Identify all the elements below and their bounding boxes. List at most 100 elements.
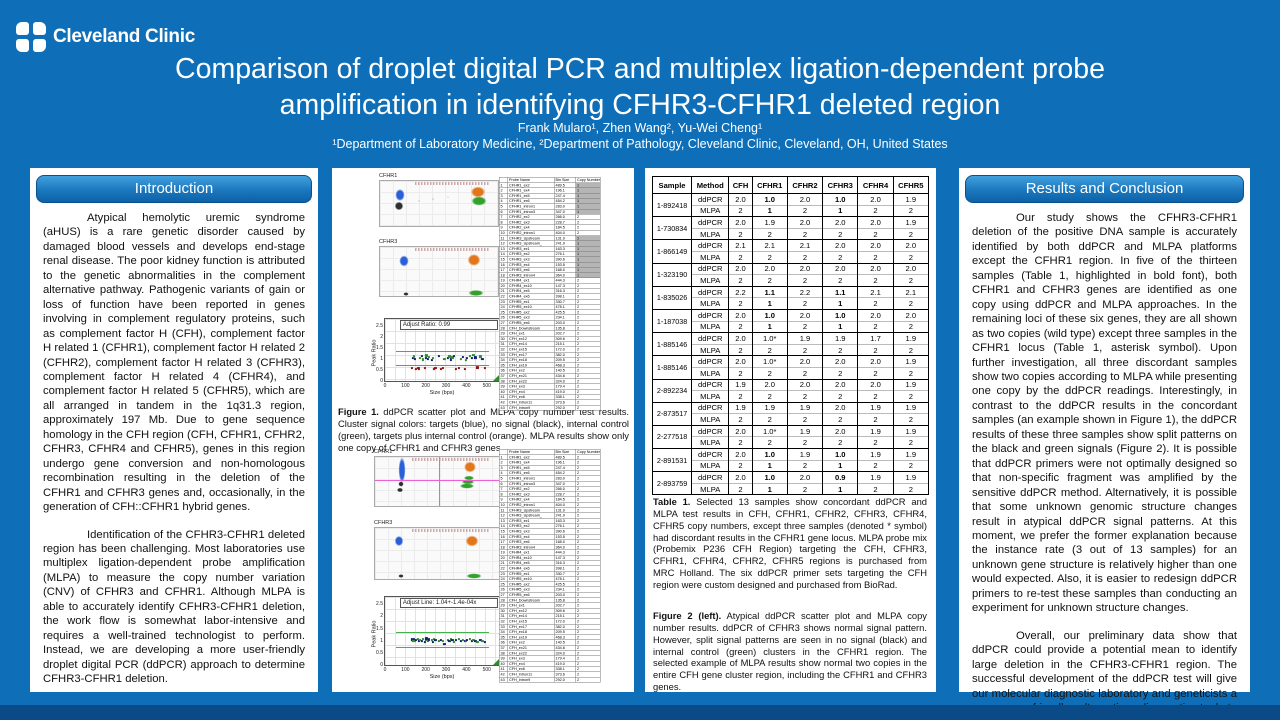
y-axis-tick: 0.5 — [376, 649, 383, 656]
method-cell: ddPCR — [691, 448, 730, 461]
value-cell: 1.0* — [751, 424, 788, 437]
mlpa-point — [454, 368, 457, 371]
ddpcr-cluster — [417, 199, 420, 202]
value-cell: 2 — [857, 204, 894, 217]
value-cell: 1.9 — [857, 471, 894, 484]
value-cell: 2 — [751, 250, 788, 264]
table1-header-cell: Method — [691, 176, 730, 194]
probe-table-row: 19 CFHR4_ex1 444.3 2 — [499, 277, 601, 284]
value-cell: 2.0 — [786, 355, 824, 368]
table-row-ddpcr: 1-323190 ddPCR 2.0 2.0 2.0 2.0 2.0 2.0 — [651, 262, 930, 287]
probe-table-row: 13 CFHR3_ex1 163.3 1 — [499, 245, 601, 252]
probe-table-row: 10 CFHR2_intron1 404.0 2 — [499, 501, 601, 508]
table-row-mlpa: MLPA 2 1 2 1 2 2 — [653, 482, 930, 495]
value-cell: 2 — [892, 274, 930, 287]
value-cell: 2.0 — [728, 308, 753, 322]
table-row-ddpcr: 1-866149 ddPCR 2.1 2.1 2.1 2.0 2.0 2.0 — [651, 239, 930, 264]
value-cell: 2 — [786, 390, 824, 403]
probe-table-row: 38 CFH_ex22 324.0 2 — [499, 378, 601, 385]
mlpa-point — [427, 638, 430, 641]
introduction-paragraph-1: Atypical hemolytic uremic syndrome (aHUS… — [43, 212, 305, 514]
value-cell: 1.9 — [892, 424, 930, 437]
mlpa-point — [441, 639, 444, 642]
method-cell: MLPA — [691, 320, 730, 333]
value-cell: 2 — [751, 227, 788, 240]
method-cell: ddPCR — [691, 332, 730, 345]
table1-caption-lead: Table 1. — [653, 496, 691, 507]
value-cell: 2 — [857, 366, 894, 379]
probe-table-row: 20 CFHR4_ex10 147.3 2 — [499, 282, 601, 289]
cluster-stats-strip — [415, 248, 489, 251]
value-cell: 2 — [786, 366, 824, 379]
mlpa-point — [418, 356, 422, 359]
value-cell: 1 — [751, 297, 788, 310]
mlpa-point — [466, 356, 469, 359]
mlpa-point — [443, 642, 446, 645]
value-cell: 2 — [751, 413, 788, 426]
reference-line — [396, 351, 489, 353]
value-cell: 2 — [822, 274, 859, 287]
reference-line — [396, 647, 489, 648]
sample-id-cell: 2-892234 — [651, 378, 693, 403]
mlpa-point — [463, 639, 466, 642]
table-row-ddpcr: 2-893759 ddPCR 2.0 1.0 2.0 0.9 1.9 1.9 — [651, 471, 930, 495]
ddpcr-cluster — [393, 534, 404, 547]
value-cell: 1.9 — [751, 216, 788, 229]
value-cell: 1.9 — [857, 424, 894, 437]
mlpa-point — [459, 639, 463, 643]
table-row-ddpcr: 1-187038 ddPCR 2.0 1.0 2.0 1.0 2.0 2.0 — [651, 308, 930, 333]
mlpa-point — [410, 638, 413, 641]
mlpa-point — [431, 640, 434, 644]
figure2-probe-table: Probe Name Bin Size Copy Number 1 CFHR1_ex2 4… — [499, 449, 601, 683]
value-cell: 2.0 — [822, 401, 859, 414]
table-row-mlpa: MLPA 2 2 2 2 2 2 — [653, 343, 930, 356]
probe-table-row: 32 CFH_ex15 172.0 2 — [499, 346, 601, 353]
probe-table-row: 23 CFHR5_ex1 330.7 2 — [499, 570, 601, 577]
value-cell: 2 — [857, 459, 894, 472]
probe-table-row: 33 CFH_ex17 382.0 2 — [499, 623, 601, 630]
method-cell: MLPA — [691, 390, 730, 403]
probe-copy-cell: 1 — [575, 245, 601, 252]
mlpa-point — [415, 638, 418, 642]
value-cell: 1.0 — [822, 448, 859, 461]
mlpa-point — [413, 358, 417, 361]
table-row-mlpa: MLPA 2 1 2 1 2 2 — [653, 297, 930, 310]
value-cell: 2 — [892, 390, 930, 403]
sample-id-cell: 1-323190 — [651, 262, 693, 287]
value-cell: 1.9 — [728, 401, 753, 414]
ddpcr-cluster — [398, 574, 405, 579]
probe-table-row: 3 CFHR1_ex5 247.4 1 — [499, 192, 601, 199]
mlpa-point — [412, 355, 415, 358]
mlpa-point — [474, 639, 477, 642]
mlpa-point — [464, 640, 468, 643]
probe-index-cell: 43 — [499, 404, 508, 411]
mlpa-point — [423, 367, 426, 370]
value-cell: 2 — [857, 320, 894, 333]
probe-name-cell: CFH_intron9 — [507, 404, 555, 411]
method-cell: ddPCR — [691, 262, 730, 275]
y-axis-tick: 2 — [380, 613, 383, 620]
x-axis-tick: 0 — [383, 667, 387, 673]
table1-caption: Table 1. Selected 13 samples show concor… — [653, 496, 927, 591]
ddpcr-cluster — [469, 185, 487, 199]
reference-line — [396, 632, 489, 634]
value-cell: 2 — [728, 227, 753, 240]
mlpa-point — [470, 357, 473, 360]
sample-id-cell: 2-893759 — [651, 471, 693, 495]
value-cell: 2 — [822, 227, 859, 240]
probe-copy-cell: 1 — [575, 235, 601, 242]
x-axis-tick: 300 — [441, 383, 451, 389]
value-cell: 1 — [822, 482, 859, 495]
mlpa-point — [466, 638, 469, 642]
value-cell: 2 — [728, 366, 753, 379]
y-axis-tick: 1.5 — [376, 344, 383, 351]
table-row-ddpcr: 2-892234 ddPCR 1.9 2.0 2.0 2.0 2.0 1.9 — [651, 378, 930, 403]
mlpa-point — [440, 367, 443, 370]
value-cell: 2 — [892, 250, 930, 264]
value-cell: 2 — [857, 297, 894, 310]
method-cell: MLPA — [691, 204, 730, 217]
mlpa-point — [454, 639, 457, 642]
mlpa-point — [481, 358, 484, 361]
mlpa-point — [476, 640, 479, 643]
mlpa-point — [472, 353, 475, 356]
